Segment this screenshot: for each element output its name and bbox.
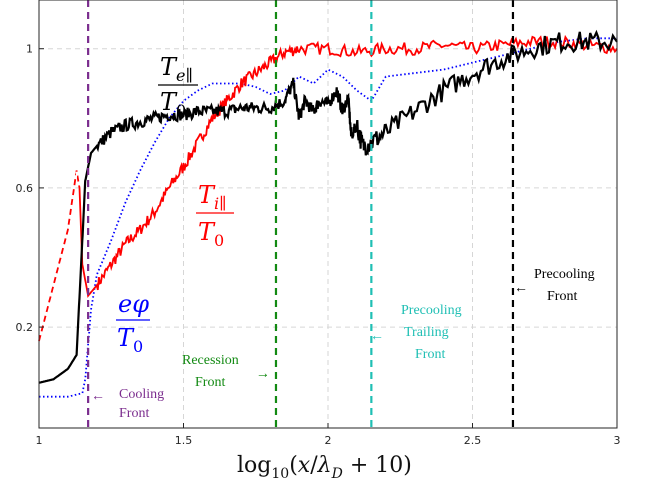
x-tick-label: 1 [36, 434, 43, 447]
svg-text:eφ: eφ [118, 290, 149, 318]
y-tick-label: 0.2 [16, 321, 34, 334]
svg-text:Precooling: Precooling [401, 303, 462, 318]
recession-front-annotation: Recession Front ← [182, 353, 270, 390]
ti-label: Ti∥ T0 [196, 181, 234, 250]
svg-text:T0: T0 [160, 88, 186, 120]
arrow-left-icon: ← [91, 389, 105, 404]
svg-text:Precooling: Precooling [534, 267, 595, 282]
series-dash-mask [37, 170, 81, 342]
svg-text:Front: Front [119, 406, 149, 421]
x-tick-label: 3 [614, 434, 621, 447]
series-line [38, 29, 618, 384]
x-axis-label: log10(x/λD + 10) [237, 453, 412, 482]
ephi-label: eφ T0 [116, 290, 150, 356]
series-layer [37, 29, 618, 398]
svg-text:Trailing: Trailing [404, 325, 449, 340]
arrow-left-icon: ← [514, 281, 528, 296]
svg-text:T0: T0 [198, 218, 224, 250]
trailing-front-annotation: Precooling Trailing Front ← [370, 303, 462, 362]
series-line [38, 34, 618, 342]
precooling-front-annotation: ← Precooling Front [514, 267, 595, 304]
svg-text:Cooling: Cooling [119, 387, 164, 402]
svg-text:T0: T0 [117, 324, 143, 356]
cooling-front-annotation: ← Cooling Front [91, 387, 164, 421]
svg-text:Front: Front [547, 289, 577, 304]
svg-text:Front: Front [415, 347, 445, 362]
grid [39, 0, 617, 428]
te-label: Te∥ T0 [158, 53, 198, 120]
tick-layer: 1 1.5 2 2.5 3 0.2 0.6 1 [16, 43, 621, 447]
y-tick-label: 0.6 [16, 182, 34, 195]
series-line [39, 37, 617, 398]
svg-text:Te∥: Te∥ [160, 53, 193, 85]
y-tick-label: 1 [26, 43, 33, 56]
svg-text:Recession: Recession [182, 353, 239, 368]
arrow-left-icon: ← [370, 329, 384, 344]
x-tick-label: 2.5 [464, 434, 482, 447]
svg-text:Front: Front [195, 375, 225, 390]
x-tick-label: 2 [325, 434, 332, 447]
x-tick-label: 1.5 [175, 434, 193, 447]
svg-text:Ti∥: Ti∥ [198, 181, 227, 213]
arrow-right-icon: ← [256, 369, 270, 384]
